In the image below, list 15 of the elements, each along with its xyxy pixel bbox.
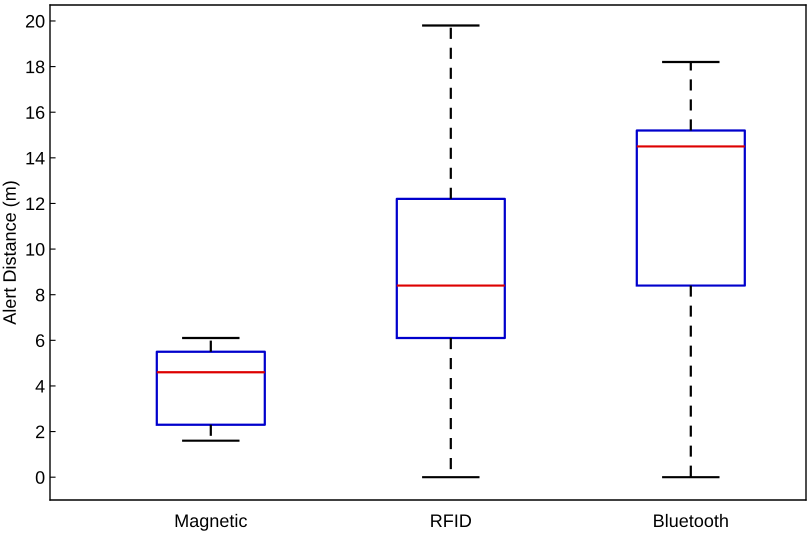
y-tick-label: 20 (26, 14, 44, 28)
y-tick-label: 14 (26, 152, 45, 164)
y-axis-title: Alert Distance (m) (2, 181, 20, 325)
y-tick-label: 10 (26, 243, 44, 256)
x-tick-label: Magnetic (176, 514, 247, 531)
y-tick-label: 6 (36, 334, 44, 348)
y-tick-label: 8 (36, 288, 44, 302)
x-tick-label: Bluetooth (654, 514, 728, 528)
y-tick-label: 2 (36, 426, 44, 438)
y-tick-label: 12 (26, 197, 44, 210)
y-tick-label: 18 (26, 60, 44, 74)
y-tick-label: 4 (36, 380, 45, 392)
y-tick-label: 16 (26, 106, 44, 119)
x-tick-label: RFID (431, 514, 471, 527)
y-tick-label: 0 (36, 471, 44, 484)
